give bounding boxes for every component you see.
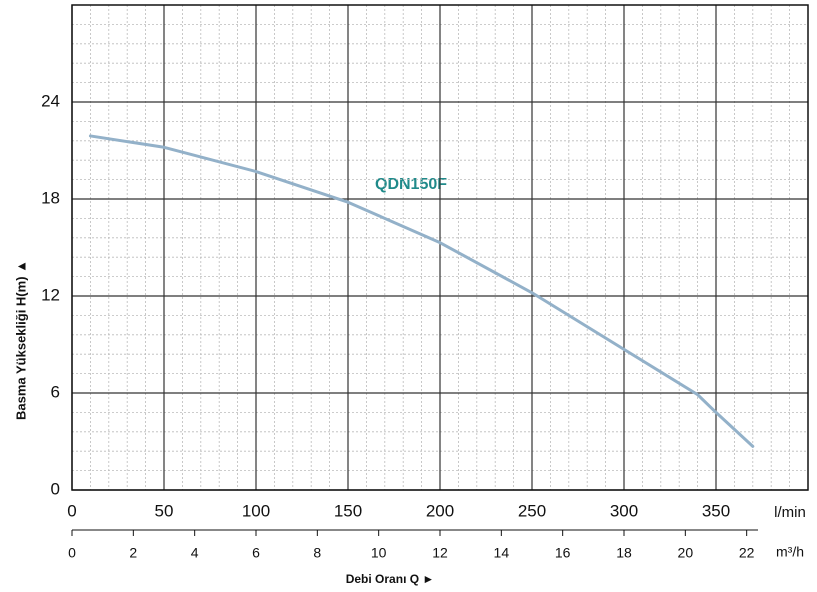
x2-unit: m³/h bbox=[776, 544, 804, 560]
x2-tick-label: 10 bbox=[371, 545, 387, 561]
y-tick-label: 18 bbox=[41, 188, 60, 207]
x2-tick-label: 20 bbox=[678, 545, 694, 561]
x2-tick-label: 0 bbox=[68, 545, 76, 561]
x2-tick-label: 14 bbox=[494, 545, 510, 561]
x-tick-label: 350 bbox=[702, 501, 730, 520]
y-tick-label: 6 bbox=[51, 382, 60, 401]
x-axis-title: Debi Oranı Q ► bbox=[346, 572, 435, 586]
x2-tick-label: 4 bbox=[191, 545, 199, 561]
x2-tick-label: 16 bbox=[555, 545, 571, 561]
x-unit: l/min bbox=[774, 504, 806, 521]
x-tick-label: 50 bbox=[155, 501, 174, 520]
y-tick-label: 0 bbox=[51, 479, 60, 498]
x-tick-label: 200 bbox=[426, 501, 454, 520]
x-tick-label: 250 bbox=[518, 501, 546, 520]
x-tick-label: 300 bbox=[610, 501, 638, 520]
x2-tick-label: 2 bbox=[129, 545, 137, 561]
x-tick-label: 150 bbox=[334, 501, 362, 520]
y-tick-label: 24 bbox=[41, 91, 60, 110]
x2-tick-label: 18 bbox=[616, 545, 632, 561]
plot-frame bbox=[71, 4, 809, 491]
curve bbox=[88, 134, 755, 448]
x-tick-label: 100 bbox=[242, 501, 270, 520]
x-tick-label: 0 bbox=[67, 501, 76, 520]
x2-tick-label: 22 bbox=[739, 545, 755, 561]
x2-tick-label: 12 bbox=[432, 545, 448, 561]
x2-tick-label: 6 bbox=[252, 545, 260, 561]
y-axis-title: Basma Yüksekliği H(m) ▲ bbox=[13, 260, 28, 420]
x2-tick-label: 8 bbox=[313, 545, 321, 561]
curve-annotation: QDN150F bbox=[375, 176, 447, 193]
y-tick-label: 12 bbox=[41, 285, 60, 304]
